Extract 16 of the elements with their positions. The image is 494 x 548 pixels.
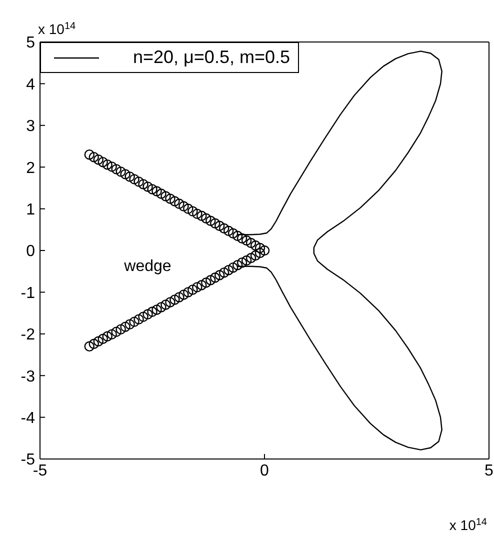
y-tick-label: -4 [20,410,36,427]
y-tick-label: 5 [26,34,36,52]
y-tick-label: 4 [26,76,36,94]
text: x 10$^{14}$ [449,516,488,533]
y-tick-label: -2 [20,326,36,344]
text: x 10$^{14}$ [38,20,76,37]
annotation: wedge [123,258,172,275]
legend-label: n=20, μ=0.5, m=0.5 [133,47,290,68]
x-tick-label: 0 [260,462,270,480]
y-tick-label: 3 [26,118,36,136]
y-tick-label: 1 [26,201,36,218]
y-tick-label: -1 [20,284,36,302]
y-tick-label: 2 [26,160,36,177]
y-tick-label: 0 [26,243,36,260]
x-tick-label: 5 [484,462,494,480]
y-tick-label: -3 [20,368,36,386]
